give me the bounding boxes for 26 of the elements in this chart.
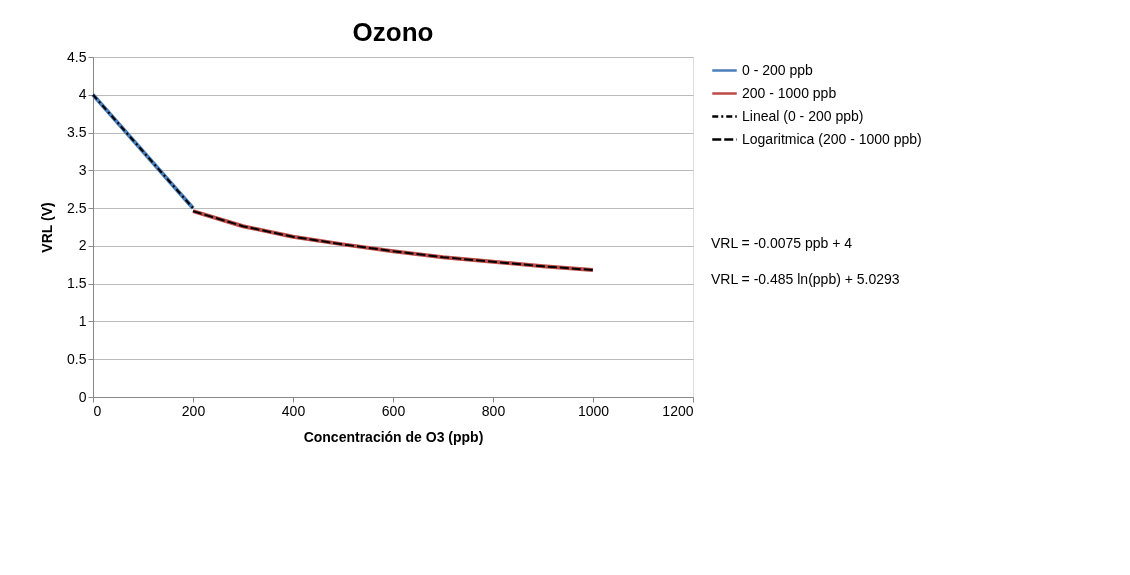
y-axis-title: VRL (V) [39, 202, 56, 253]
y-tick-label: 0.5 [67, 350, 87, 367]
chart-title: Ozono [352, 17, 434, 47]
y-tick-label: 4 [78, 86, 87, 103]
legend-label: 200 - 1000 ppb [742, 84, 837, 101]
y-tick-label: 2.5 [67, 199, 87, 216]
x-tick-label: 1200 [662, 402, 694, 419]
x-tick-label: 0 [93, 402, 102, 419]
x-axis-title: Concentración de O3 (ppb) [303, 428, 484, 445]
x-tick-label: 600 [381, 402, 406, 419]
y-tick-label: 3.5 [67, 124, 87, 141]
y-tick-label: 2 [78, 237, 87, 254]
y-tick-label: 0 [78, 388, 87, 405]
y-tick-label: 1.5 [67, 275, 87, 292]
x-tick-label: 200 [181, 402, 206, 419]
legend-label: Lineal (0 - 200 ppb) [742, 107, 864, 124]
x-tick-label: 1000 [577, 402, 610, 419]
legend-label: 0 - 200 ppb [742, 61, 814, 78]
y-tick-label: 4.5 [67, 48, 87, 65]
y-tick-label: 3 [78, 161, 87, 178]
x-tick-label: 800 [481, 402, 506, 419]
text: VRL = -0.0075 ppb + 4 [711, 235, 853, 251]
y-tick-label: 1 [78, 312, 87, 329]
text: VRL = -0.485 ln(ppb) + 5.0293 [711, 271, 900, 287]
x-tick-label: 400 [281, 402, 306, 419]
legend-label: Logaritmica (200 - 1000 ppb) [742, 130, 922, 147]
